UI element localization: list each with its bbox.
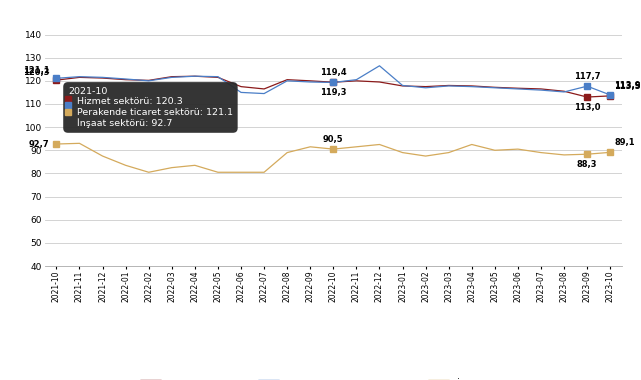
Text: 2021-10
   Hizmet sektörü: 120.3
   Perakende ticaret sektörü: 121.1
   İnşaat s: 2021-10 Hizmet sektörü: 120.3 Perakende … [68, 87, 233, 128]
Text: 113,0: 113,0 [574, 103, 601, 112]
Text: 121,1: 121,1 [22, 66, 49, 75]
Text: 117,7: 117,7 [574, 72, 601, 81]
Text: 89,1: 89,1 [615, 138, 635, 147]
Legend: Hizmet sektörü, Perakende ticaret sektörü, İnşaat sektörü: Hizmet sektörü, Perakende ticaret sektör… [136, 374, 531, 380]
Text: 119,3: 119,3 [320, 88, 347, 97]
Text: 92,7: 92,7 [29, 140, 49, 149]
Text: 113,9: 113,9 [615, 81, 641, 90]
Text: 90,5: 90,5 [323, 135, 344, 144]
Text: 120,3: 120,3 [23, 68, 49, 77]
Text: 88,3: 88,3 [577, 160, 597, 169]
Text: 113,5: 113,5 [615, 82, 641, 91]
Text: 119,4: 119,4 [320, 68, 347, 77]
